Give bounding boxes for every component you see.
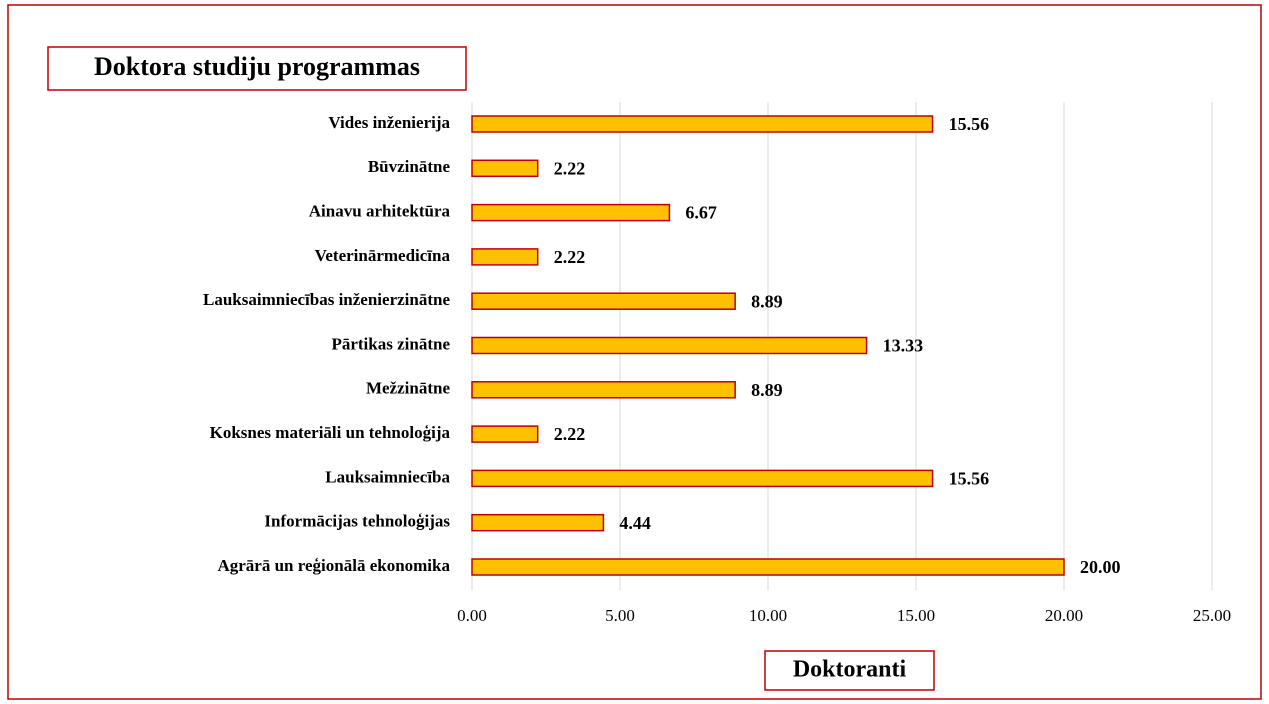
- data-label: 20.00: [1080, 557, 1121, 577]
- bar: [471, 248, 539, 266]
- x-tick-label: 10.00: [749, 606, 787, 625]
- data-label: 2.22: [554, 247, 586, 267]
- title-box: [47, 46, 467, 91]
- bar: [471, 292, 736, 310]
- bar: [471, 203, 671, 222]
- data-label: 13.33: [883, 336, 924, 356]
- data-label: 2.22: [554, 424, 586, 444]
- chart-title: Doktora studiju programmas: [94, 52, 420, 81]
- x-tick-label: 0.00: [457, 606, 487, 625]
- y-tick-label: Mežzinātne: [366, 379, 450, 398]
- x-tick-label: 15.00: [897, 606, 935, 625]
- y-tick-label: Vides inženierija: [328, 113, 450, 132]
- bar: [471, 381, 736, 399]
- data-label: 15.56: [949, 114, 990, 134]
- x-tick-label: 5.00: [605, 606, 635, 625]
- bar: [471, 469, 934, 488]
- y-tick-label: Ainavu arhitektūra: [309, 202, 451, 221]
- bar: [471, 115, 934, 133]
- x-tick-label: 25.00: [1193, 606, 1231, 625]
- bar: [471, 558, 1065, 576]
- x-axis-label: Doktoranti: [793, 657, 907, 683]
- data-label: 8.89: [751, 380, 783, 400]
- bar: [471, 159, 539, 178]
- y-tick-label: Lauksaimniecība: [325, 467, 450, 486]
- data-label: 6.67: [685, 203, 717, 223]
- y-tick-label: Pārtikas zinātne: [331, 334, 450, 353]
- data-label: 2.22: [554, 158, 586, 178]
- bar: [471, 425, 539, 443]
- bar: [471, 336, 868, 355]
- x-tick-label: 20.00: [1045, 606, 1083, 625]
- y-tick-label: Būvzinātne: [368, 157, 451, 176]
- y-tick-label: Informācijas tehnoloģijas: [264, 512, 450, 531]
- bar: [471, 513, 605, 532]
- y-tick-label: Veterinārmedicīna: [315, 246, 451, 265]
- data-label: 8.89: [751, 291, 783, 311]
- axis-label-box: [764, 650, 935, 691]
- y-tick-label: Lauksaimniecības inženierzinātne: [203, 290, 450, 309]
- y-tick-label: Koksnes materiāli un tehnoloģija: [210, 423, 451, 442]
- data-label: 4.44: [619, 513, 651, 533]
- y-tick-label: Agrārā un reģionālā ekonomika: [217, 556, 450, 575]
- data-label: 15.56: [949, 469, 990, 489]
